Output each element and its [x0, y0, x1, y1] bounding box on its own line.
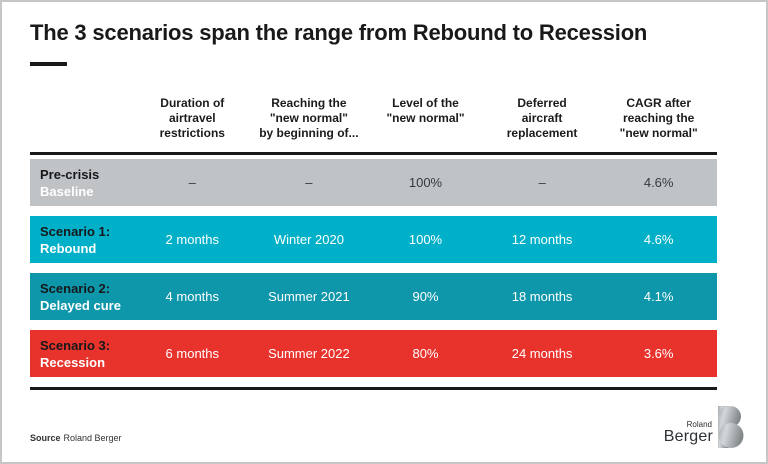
cell-cagr: 3.6% [643, 346, 674, 361]
source-note: Source Roland Berger [30, 433, 122, 443]
row-label: Scenario 3: Recession [30, 337, 134, 371]
cell-reaching: Winter 2020 [273, 232, 344, 247]
cell-reaching: Summer 2022 [268, 346, 350, 361]
title-dash [30, 62, 67, 66]
row-label: Scenario 1: Rebound [30, 223, 134, 257]
row-label-line1: Pre-crisis [40, 166, 100, 182]
row-label: Pre-crisis Baseline [30, 166, 134, 200]
cell-reaching: – [305, 175, 313, 190]
scenario-table: Duration of airtravel restrictions Reach… [30, 95, 717, 390]
cell-deferred: 12 months [511, 232, 573, 247]
column-header-reaching: Reaching the "new normal" by beginning o… [259, 96, 359, 140]
column-header-cagr: CAGR after reaching the "new normal" [619, 96, 698, 140]
cell-duration: 2 months [165, 232, 220, 247]
cell-deferred: – [538, 175, 546, 190]
row-label: Scenario 2: Delayed cure [30, 280, 134, 314]
row-label-line2: Recession [40, 354, 106, 370]
cell-cagr: 4.6% [643, 232, 674, 247]
table-row-delayed-cure: Scenario 2: Delayed cure 4 months Summer… [30, 273, 717, 320]
table-row-rebound: Scenario 1: Rebound 2 months Winter 2020… [30, 216, 717, 263]
cell-level: 80% [412, 346, 439, 361]
cell-duration: 4 months [165, 289, 220, 304]
row-label-line2: Baseline [40, 183, 94, 199]
cell-deferred: 18 months [511, 289, 573, 304]
cell-deferred: 24 months [511, 346, 573, 361]
source-label: Source [30, 433, 61, 443]
column-header-duration: Duration of airtravel restrictions [159, 96, 225, 140]
logo-berger-label: Berger [663, 428, 713, 445]
logo-b-icon [718, 406, 744, 448]
logo-roland-label: Roland [686, 420, 712, 429]
table-row-precrisis: Pre-crisis Baseline – – 100% – 4.6% [30, 159, 717, 206]
cell-duration: – [188, 175, 196, 190]
cell-level: 100% [408, 175, 443, 190]
column-header-deferred: Deferred aircraft replacement [506, 96, 578, 140]
row-label-line1: Scenario 2: [40, 280, 111, 296]
cell-duration: 6 months [165, 346, 220, 361]
source-value: Roland Berger [63, 433, 122, 443]
row-label-line2: Delayed cure [40, 297, 121, 313]
row-label-line1: Scenario 3: [40, 337, 111, 353]
cell-cagr: 4.6% [643, 175, 674, 190]
row-label-line1: Scenario 1: [40, 223, 111, 239]
roland-berger-logo: Roland Berger [664, 406, 744, 448]
column-header-level: Level of the "new normal" [386, 96, 465, 125]
page-title: The 3 scenarios span the range from Rebo… [30, 20, 648, 45]
logo-text: Roland Berger [664, 420, 713, 448]
table-header-row: Duration of airtravel restrictions Reach… [30, 95, 717, 152]
cell-level: 100% [408, 232, 443, 247]
cell-cagr: 4.1% [643, 289, 674, 304]
footer-rule [30, 387, 717, 390]
header-rule [30, 152, 717, 155]
row-label-line2: Rebound [40, 240, 97, 256]
cell-reaching: Summer 2021 [268, 289, 350, 304]
cell-level: 90% [412, 289, 439, 304]
table-row-recession: Scenario 3: Recession 6 months Summer 20… [30, 330, 717, 377]
